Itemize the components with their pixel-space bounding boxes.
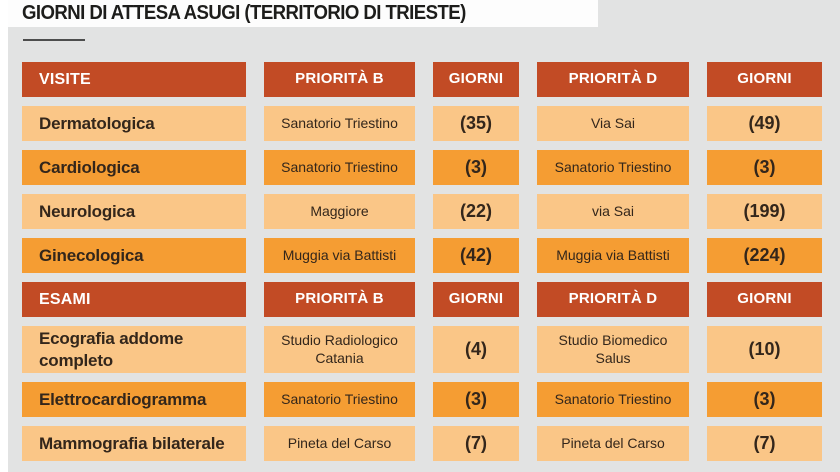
visita-name-cell: Ecografia addome completo — [22, 326, 246, 373]
table-row-neurologica: Neurologica Maggiore (22) via Sai (199) — [22, 194, 822, 229]
giorni-d-cell: (3) — [707, 382, 822, 417]
title-divider — [23, 39, 85, 41]
priorita-d-cell: Pineta del Carso — [537, 426, 689, 461]
table-row-ginecologica: Ginecologica Muggia via Battisti (42) Muggi… — [22, 238, 822, 273]
priorita-b-cell: Studio Radiologico Catania — [264, 326, 415, 373]
column-header-giorni-2: GIORNI — [707, 282, 822, 317]
header-row-visite: VISITE PRIORITÀ B GIORNI PRIORITÀ D GIORNI — [22, 62, 822, 97]
visita-name-cell: Elettrocardiogramma — [22, 382, 246, 417]
column-header-visite: VISITE — [22, 62, 246, 97]
column-header-priorit-b: PRIORITÀ B — [264, 62, 415, 97]
priorita-d-cell: Via Sai — [537, 106, 689, 141]
visita-name-cell: Ginecologica — [22, 238, 246, 273]
priorita-d-cell: via Sai — [537, 194, 689, 229]
visita-name-cell: Neurologica — [22, 194, 246, 229]
priorita-d-cell: Sanatorio Triestino — [537, 382, 689, 417]
column-header-priorit-d-2: PRIORITÀ D — [537, 282, 689, 317]
priorita-b-cell: Maggiore — [264, 194, 415, 229]
priorita-d-cell: Sanatorio Triestino — [537, 150, 689, 185]
left-border-strip — [0, 0, 8, 472]
giorni-b-cell: (4) — [433, 326, 519, 373]
giorni-b-cell: (42) — [433, 238, 519, 273]
table-row-ecografia-addome-completo: Ecografia addome completo Studio Radiolog… — [22, 326, 822, 373]
giorni-d-cell: (224) — [707, 238, 822, 273]
table-row-mammografia-bilaterale: Mammografia bilaterale Pineta del Carso (7… — [22, 426, 822, 461]
giorni-b-cell: (35) — [433, 106, 519, 141]
priorita-b-cell: Sanatorio Triestino — [264, 382, 415, 417]
header-row-esami: ESAMI PRIORITÀ B GIORNI PRIORITÀ D GIORNI — [22, 282, 822, 317]
page-title: GIORNI DI ATTESA ASUGI (TERRITORIO DI TR… — [21, 2, 466, 24]
waiting-days-table: VISITE PRIORITÀ B GIORNI PRIORITÀ D GIORNI De… — [22, 62, 822, 461]
giorni-d-cell: (49) — [707, 106, 822, 141]
priorita-d-cell: Studio Biomedico Salus — [537, 326, 689, 373]
visita-name-cell: Cardiologica — [22, 150, 246, 185]
priorita-b-cell: Sanatorio Triestino — [264, 150, 415, 185]
column-header-giorni: GIORNI — [433, 282, 519, 317]
giorni-d-cell: (199) — [707, 194, 822, 229]
giorni-b-cell: (22) — [433, 194, 519, 229]
visita-name-cell: Dermatologica — [22, 106, 246, 141]
column-header-giorni-2: GIORNI — [707, 62, 822, 97]
giorni-b-cell: (7) — [433, 426, 519, 461]
column-header-priorit-d-2: PRIORITÀ D — [537, 62, 689, 97]
priorita-b-cell: Muggia via Battisti — [264, 238, 415, 273]
column-header-esami: ESAMI — [22, 282, 246, 317]
giorni-b-cell: (3) — [433, 150, 519, 185]
giorni-b-cell: (3) — [433, 382, 519, 417]
giorni-d-cell: (3) — [707, 150, 822, 185]
column-header-giorni: GIORNI — [433, 62, 519, 97]
title-band: GIORNI DI ATTESA ASUGI (TERRITORIO DI TR… — [8, 0, 598, 27]
priorita-b-cell: Pineta del Carso — [264, 426, 415, 461]
giorni-d-cell: (7) — [707, 426, 822, 461]
visita-name-cell: Mammografia bilaterale — [22, 426, 246, 461]
priorita-b-cell: Sanatorio Triestino — [264, 106, 415, 141]
column-header-priorit-b: PRIORITÀ B — [264, 282, 415, 317]
table-row-elettrocardiogramma: Elettrocardiogramma Sanatorio Triestino (3… — [22, 382, 822, 417]
priorita-d-cell: Muggia via Battisti — [537, 238, 689, 273]
table-row-dermatologica: Dermatologica Sanatorio Triestino (35) Via … — [22, 106, 822, 141]
giorni-d-cell: (10) — [707, 326, 822, 373]
table-row-cardiologica: Cardiologica Sanatorio Triestino (3) Sanato… — [22, 150, 822, 185]
